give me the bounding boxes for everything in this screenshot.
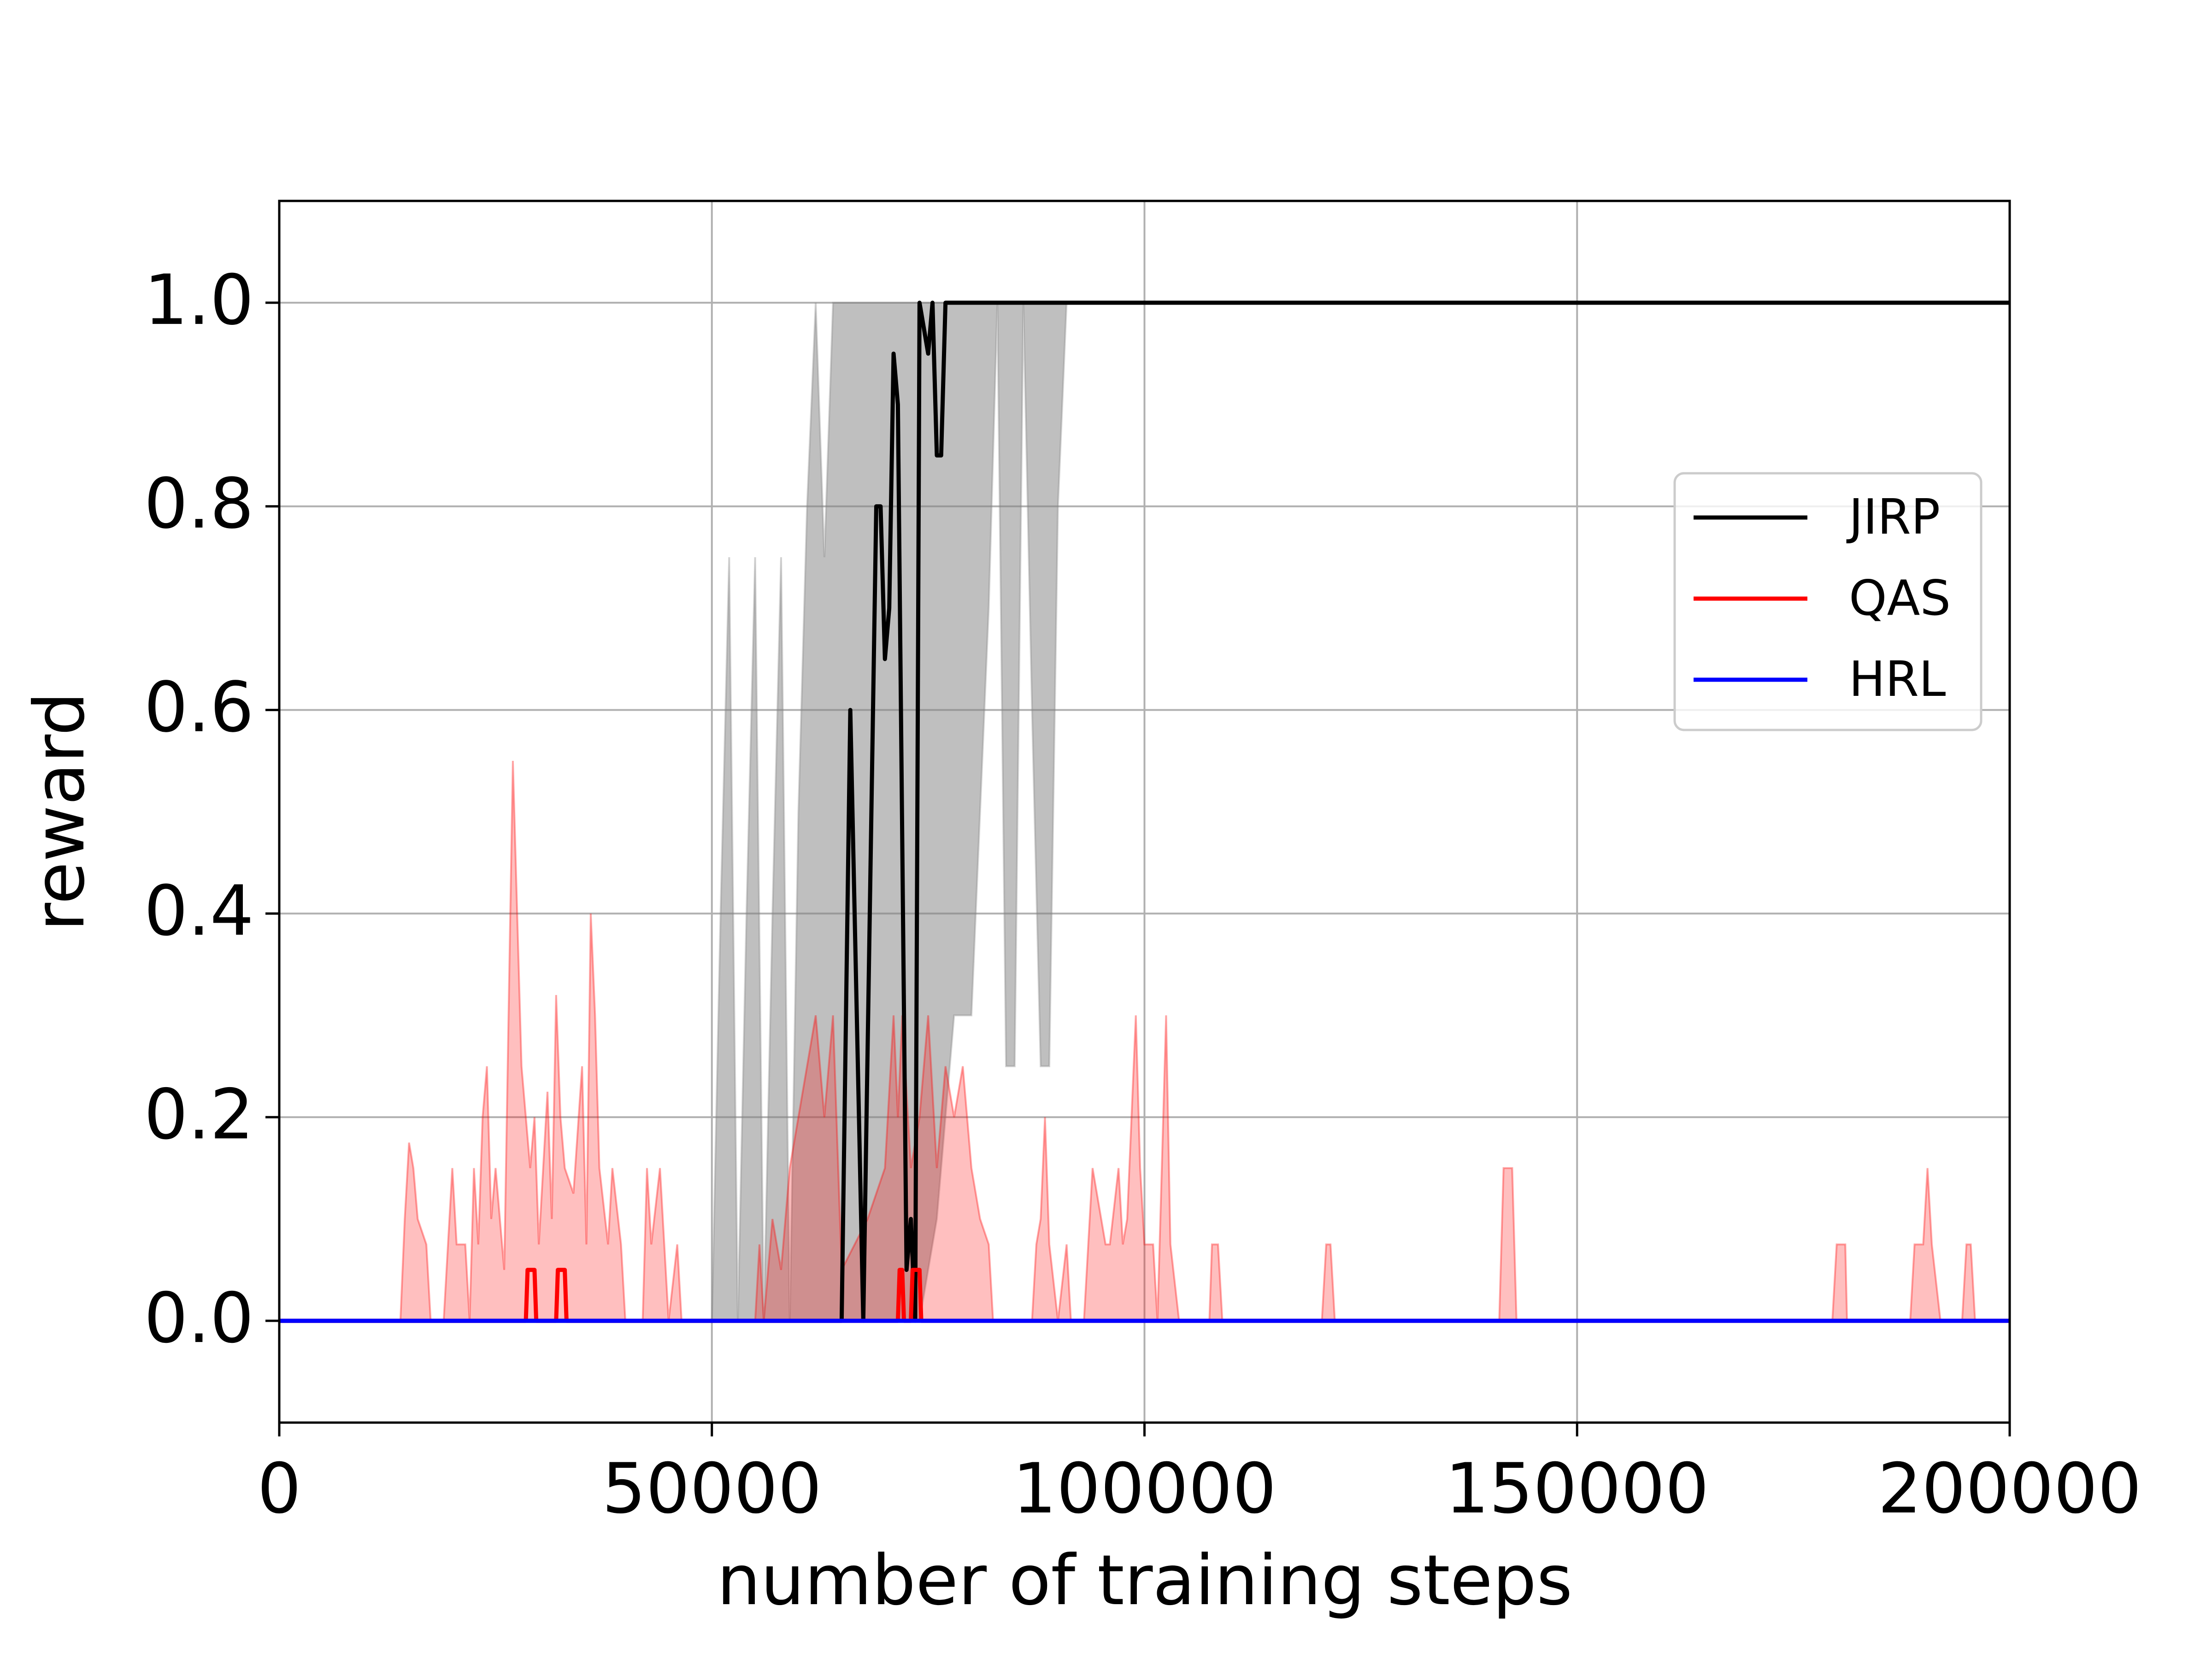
y-axis-label: reward (20, 692, 100, 931)
y-tick-label: 0.8 (144, 464, 254, 544)
plot-frame (278, 200, 2011, 1424)
y-tick-label: 1.0 (144, 260, 254, 341)
x-tick-label: 50000 (602, 1449, 822, 1529)
x-tick-label: 200000 (1878, 1449, 2142, 1529)
y-tick-label: 0.6 (144, 668, 254, 748)
x-tick-label: 100000 (1012, 1449, 1277, 1529)
legend: JIRP QAS HRL (1673, 472, 1983, 731)
x-axis-label: number of training steps (717, 1541, 1573, 1621)
y-tick-label: 0.2 (144, 1075, 254, 1155)
x-tick-label: 0 (257, 1449, 301, 1529)
y-tick-label: 0.4 (144, 871, 254, 951)
legend-label: JIRP (1846, 489, 1940, 545)
x-tick-label: 150000 (1445, 1449, 1709, 1529)
legend-box (1673, 472, 1983, 731)
legend-label: HRL (1849, 651, 1946, 707)
legend-label: QAS (1849, 570, 1951, 626)
y-tick-label: 0.0 (144, 1278, 254, 1359)
line (279, 300, 2010, 1323)
